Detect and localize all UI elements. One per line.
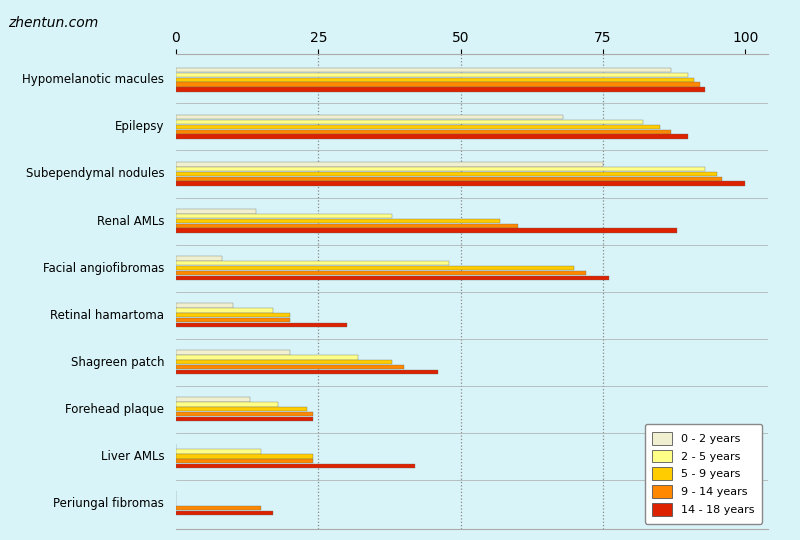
- Bar: [176, 130, 671, 134]
- Bar: [176, 402, 278, 407]
- Text: zhentun.com: zhentun.com: [8, 16, 98, 30]
- Bar: [176, 449, 262, 454]
- Bar: [176, 313, 290, 318]
- Bar: [176, 350, 290, 355]
- Bar: [176, 275, 609, 280]
- Bar: [176, 322, 346, 327]
- Legend: 0 - 2 years, 2 - 5 years, 5 - 9 years, 9 - 14 years, 14 - 18 years: 0 - 2 years, 2 - 5 years, 5 - 9 years, 9…: [645, 424, 762, 524]
- Bar: [176, 228, 677, 233]
- Bar: [176, 134, 688, 139]
- Bar: [176, 115, 563, 119]
- Bar: [176, 261, 450, 266]
- Bar: [176, 68, 671, 72]
- Bar: [176, 412, 313, 416]
- Bar: [176, 454, 313, 458]
- Bar: [176, 162, 603, 166]
- Bar: [176, 355, 358, 360]
- Bar: [176, 224, 518, 228]
- Bar: [176, 167, 706, 171]
- Bar: [176, 83, 700, 87]
- Bar: [176, 303, 233, 308]
- Bar: [176, 318, 290, 322]
- Bar: [176, 266, 574, 271]
- Bar: [176, 125, 660, 129]
- Bar: [176, 407, 307, 411]
- Bar: [176, 87, 706, 92]
- Bar: [176, 181, 746, 186]
- Bar: [176, 78, 694, 82]
- Bar: [176, 214, 392, 218]
- Bar: [176, 177, 722, 181]
- Bar: [176, 271, 586, 275]
- Bar: [176, 459, 313, 463]
- Bar: [176, 417, 313, 421]
- Bar: [176, 120, 642, 124]
- Bar: [176, 73, 688, 77]
- Bar: [176, 397, 250, 402]
- Bar: [176, 209, 256, 213]
- Bar: [176, 172, 717, 176]
- Bar: [176, 370, 438, 374]
- Bar: [176, 256, 222, 261]
- Bar: [176, 464, 415, 468]
- Bar: [176, 365, 404, 369]
- Bar: [176, 506, 262, 510]
- Bar: [176, 360, 392, 364]
- Bar: [176, 219, 501, 223]
- Bar: [176, 511, 273, 515]
- Bar: [176, 308, 273, 313]
